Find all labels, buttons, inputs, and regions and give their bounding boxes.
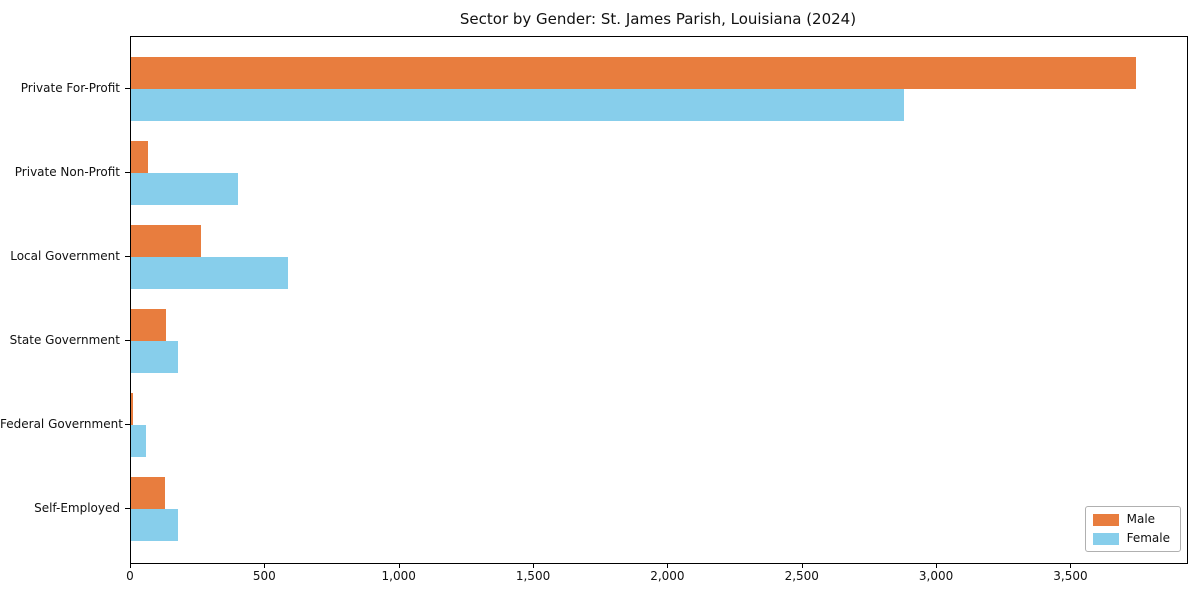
bar-male-private-for-profit (131, 57, 1136, 89)
y-tick-label-local-government: Local Government (10, 249, 120, 263)
bar-male-federal-government (131, 393, 133, 425)
bar-male-self-employed (131, 477, 165, 509)
bar-female-self-employed (131, 509, 179, 541)
x-tick-label-0: 0 (126, 569, 134, 583)
bar-female-federal-government (131, 425, 146, 457)
bar-female-state-government (131, 341, 179, 373)
plot-area: Male Female (130, 36, 1188, 564)
legend-swatch-female-icon (1092, 532, 1119, 545)
y-tick-mark (125, 172, 130, 173)
x-tick-mark (398, 564, 400, 568)
legend-entry-male: Male (1092, 512, 1170, 526)
x-tick-mark (264, 564, 266, 568)
y-tick-mark (125, 508, 130, 509)
y-tick-label-self-employed: Self-Employed (34, 501, 120, 515)
bar-male-local-government (131, 225, 201, 257)
x-tick-mark (130, 564, 131, 568)
x-tick-mark (533, 564, 535, 568)
y-tick-label-state-government: State Government (9, 333, 120, 347)
y-tick-label-private-non-profit: Private Non-Profit (14, 165, 120, 179)
x-tick-label-1-500: 1,500 (515, 569, 551, 583)
legend-label-female: Female (1126, 531, 1170, 545)
x-tick-mark (667, 564, 669, 568)
chart-title: Sector by Gender: St. James Parish, Loui… (459, 10, 857, 28)
y-tick-mark (125, 256, 130, 257)
x-tick-label-1-000: 1,000 (381, 569, 416, 583)
x-tick-label-2-000: 2,000 (650, 569, 685, 583)
x-tick-mark (801, 564, 803, 568)
x-tick-label-500: 500 (252, 569, 276, 583)
x-tick-label-2-500: 2,500 (784, 569, 819, 583)
x-tick-label-3-000: 3,000 (918, 569, 954, 583)
y-tick-label-private-for-profit: Private For-Profit (20, 81, 120, 95)
bar-male-private-non-profit (131, 141, 149, 173)
bar-male-state-government (131, 309, 166, 341)
x-tick-mark (936, 564, 938, 568)
legend: Male Female (1084, 506, 1181, 552)
x-tick-mark (1070, 564, 1072, 568)
legend-entry-female: Female (1092, 531, 1170, 545)
bar-female-private-non-profit (131, 173, 239, 205)
y-tick-mark (125, 340, 130, 341)
y-tick-mark (125, 424, 130, 425)
bar-female-private-for-profit (131, 89, 904, 121)
legend-swatch-male-icon (1092, 513, 1119, 526)
bar-female-local-government (131, 257, 289, 289)
x-tick-label-3-500: 3,500 (1053, 569, 1088, 583)
legend-label-male: Male (1126, 512, 1156, 526)
y-tick-label-federal-government: Federal Government (0, 417, 123, 431)
y-tick-mark (125, 88, 130, 89)
